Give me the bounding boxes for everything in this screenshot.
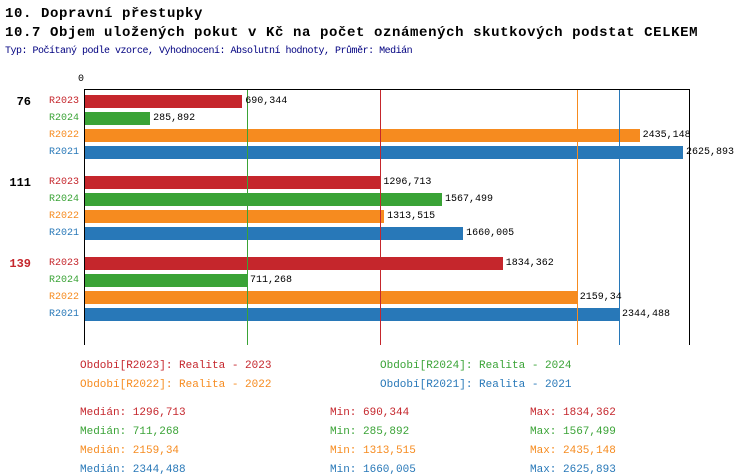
stat-min: Min: 285,892	[330, 426, 410, 438]
stat-max: Max: 1834,362	[530, 407, 616, 419]
bar-value-label: 1296,713	[383, 177, 432, 188]
bar	[85, 274, 247, 287]
stat-min: Min: 690,344	[330, 407, 410, 419]
legend-item-r2021: Období[R2021]: Realita - 2021	[380, 379, 572, 391]
legend-item-r2022: Období[R2022]: Realita - 2022	[80, 379, 272, 391]
bar-row: 111 R2023 1296,713	[9, 176, 689, 190]
stat-median: Medián: 2344,488	[80, 464, 186, 476]
stat-median: Medián: 1296,713	[80, 407, 186, 419]
bar-row: R2024 285,892	[49, 112, 689, 125]
bar-row: 76 R2023 690,344	[17, 95, 689, 109]
bar	[85, 257, 503, 270]
bar-group: 111 R2023 1296,713 R2024 1567,499 R2022 1313,5…	[9, 176, 689, 240]
plot-area: 76 R2023 690,344 R2024 285,892 R2022 2435,148 R…	[9, 89, 734, 345]
bar-row: R2022 2435,148	[49, 129, 691, 142]
chart-meta: Typ: Počítaný podle vzorce, Vyhodnocení:…	[5, 46, 413, 57]
bar	[85, 95, 243, 108]
bar-row: R2024 1567,499	[49, 193, 689, 206]
bar-group: 139 R2023 1834,362 R2024 711,268 R2022 2159,34…	[9, 257, 689, 321]
series-label: R2022	[48, 130, 79, 141]
series-label: R2023	[48, 258, 79, 269]
bar-value-label: 2159,34	[579, 292, 622, 303]
legend-item-r2024: Období[R2024]: Realita - 2024	[380, 360, 572, 372]
median-line-r2023	[380, 90, 382, 345]
stat-median: Medián: 711,268	[80, 426, 180, 438]
median-line-r2021	[618, 90, 620, 345]
series-label: R2024	[48, 113, 79, 124]
stat-max: Max: 2435,148	[530, 445, 616, 457]
bar	[85, 112, 151, 125]
median-line-r2022	[576, 90, 578, 345]
series-label: R2021	[48, 147, 79, 158]
stat-min: Min: 1313,515	[330, 445, 416, 457]
stats-row-r2024: Medián: 711,268 Min: 285,892 Max: 1567,499	[80, 425, 750, 439]
bar-value-label: 1313,515	[387, 211, 436, 222]
series-label: R2022	[48, 211, 79, 222]
bar-row: R2021 1660,005	[49, 227, 689, 240]
stat-median: Medián: 2159,34	[80, 445, 180, 457]
bar-value-label: 711,268	[249, 275, 292, 286]
bar-row: R2021 2344,488	[49, 308, 689, 321]
stat-max: Max: 1567,499	[530, 426, 616, 438]
group-label: 139	[9, 256, 31, 271]
series-label: R2024	[48, 275, 79, 286]
series-label: R2024	[48, 194, 79, 205]
bar-value-label: 1567,499	[445, 194, 494, 205]
bar	[85, 193, 442, 206]
bar-chart: 0 76 R2023 690,344 R2024 285,892 R2022 2435,14…	[9, 74, 734, 345]
bar-row: R2024 711,268	[49, 274, 689, 287]
bar-value-label: 1834,362	[505, 258, 554, 269]
bar-value-label: 2344,488	[621, 309, 670, 320]
report-header: 10. Dopravní přestupky 10.7 Objem uložen…	[0, 0, 750, 59]
bar	[85, 176, 381, 189]
bar	[85, 227, 464, 240]
stats-row-r2023: Medián: 1296,713 Min: 690,344 Max: 1834,36…	[80, 406, 750, 420]
bar	[85, 291, 577, 304]
report-title: 10. Dopravní přestupky	[5, 6, 204, 22]
bar-value-label: 1660,005	[466, 228, 515, 239]
bar	[85, 146, 684, 159]
series-label: R2022	[48, 292, 79, 303]
bar	[85, 129, 640, 142]
group-label: 111	[9, 175, 31, 190]
median-line-r2024	[246, 90, 248, 345]
axis-zero-label: 0	[78, 74, 85, 85]
bar-row: R2021 2625,893	[49, 146, 734, 159]
bar-value-label: 690,344	[245, 96, 288, 107]
bar-value-label: 2625,893	[686, 147, 735, 158]
bar	[85, 308, 619, 321]
legend-item-r2023: Období[R2023]: Realita - 2023	[80, 360, 272, 372]
stats-block: Medián: 1296,713 Min: 690,344 Max: 1834,36…	[80, 406, 750, 476]
bar-row: R2022 1313,515	[49, 210, 689, 223]
series-label: R2023	[48, 177, 79, 188]
series-label: R2021	[48, 228, 79, 239]
chart-title: 10.7 Objem uložených pokut v Kč na počet…	[5, 25, 699, 41]
stat-min: Min: 1660,005	[330, 464, 416, 476]
series-label: R2021	[48, 309, 79, 320]
bar-value-label: 285,892	[153, 113, 196, 124]
stats-row-r2021: Medián: 2344,488 Min: 1660,005 Max: 2625,8…	[80, 463, 750, 476]
bar-group: 76 R2023 690,344 R2024 285,892 R2022 2435,148 R…	[17, 95, 734, 159]
legend: Období[R2023]: Realita - 2023 Období[R202…	[80, 359, 750, 393]
bar-row: 139 R2023 1834,362	[9, 257, 689, 271]
stats-row-r2022: Medián: 2159,34 Min: 1313,515 Max: 2435,14…	[80, 444, 750, 458]
bar	[85, 210, 385, 223]
bar-row: R2022 2159,34	[49, 291, 689, 304]
stat-max: Max: 2625,893	[530, 464, 616, 476]
group-label: 76	[16, 94, 31, 109]
series-label: R2023	[48, 96, 79, 107]
bar-value-label: 2435,148	[642, 130, 691, 141]
